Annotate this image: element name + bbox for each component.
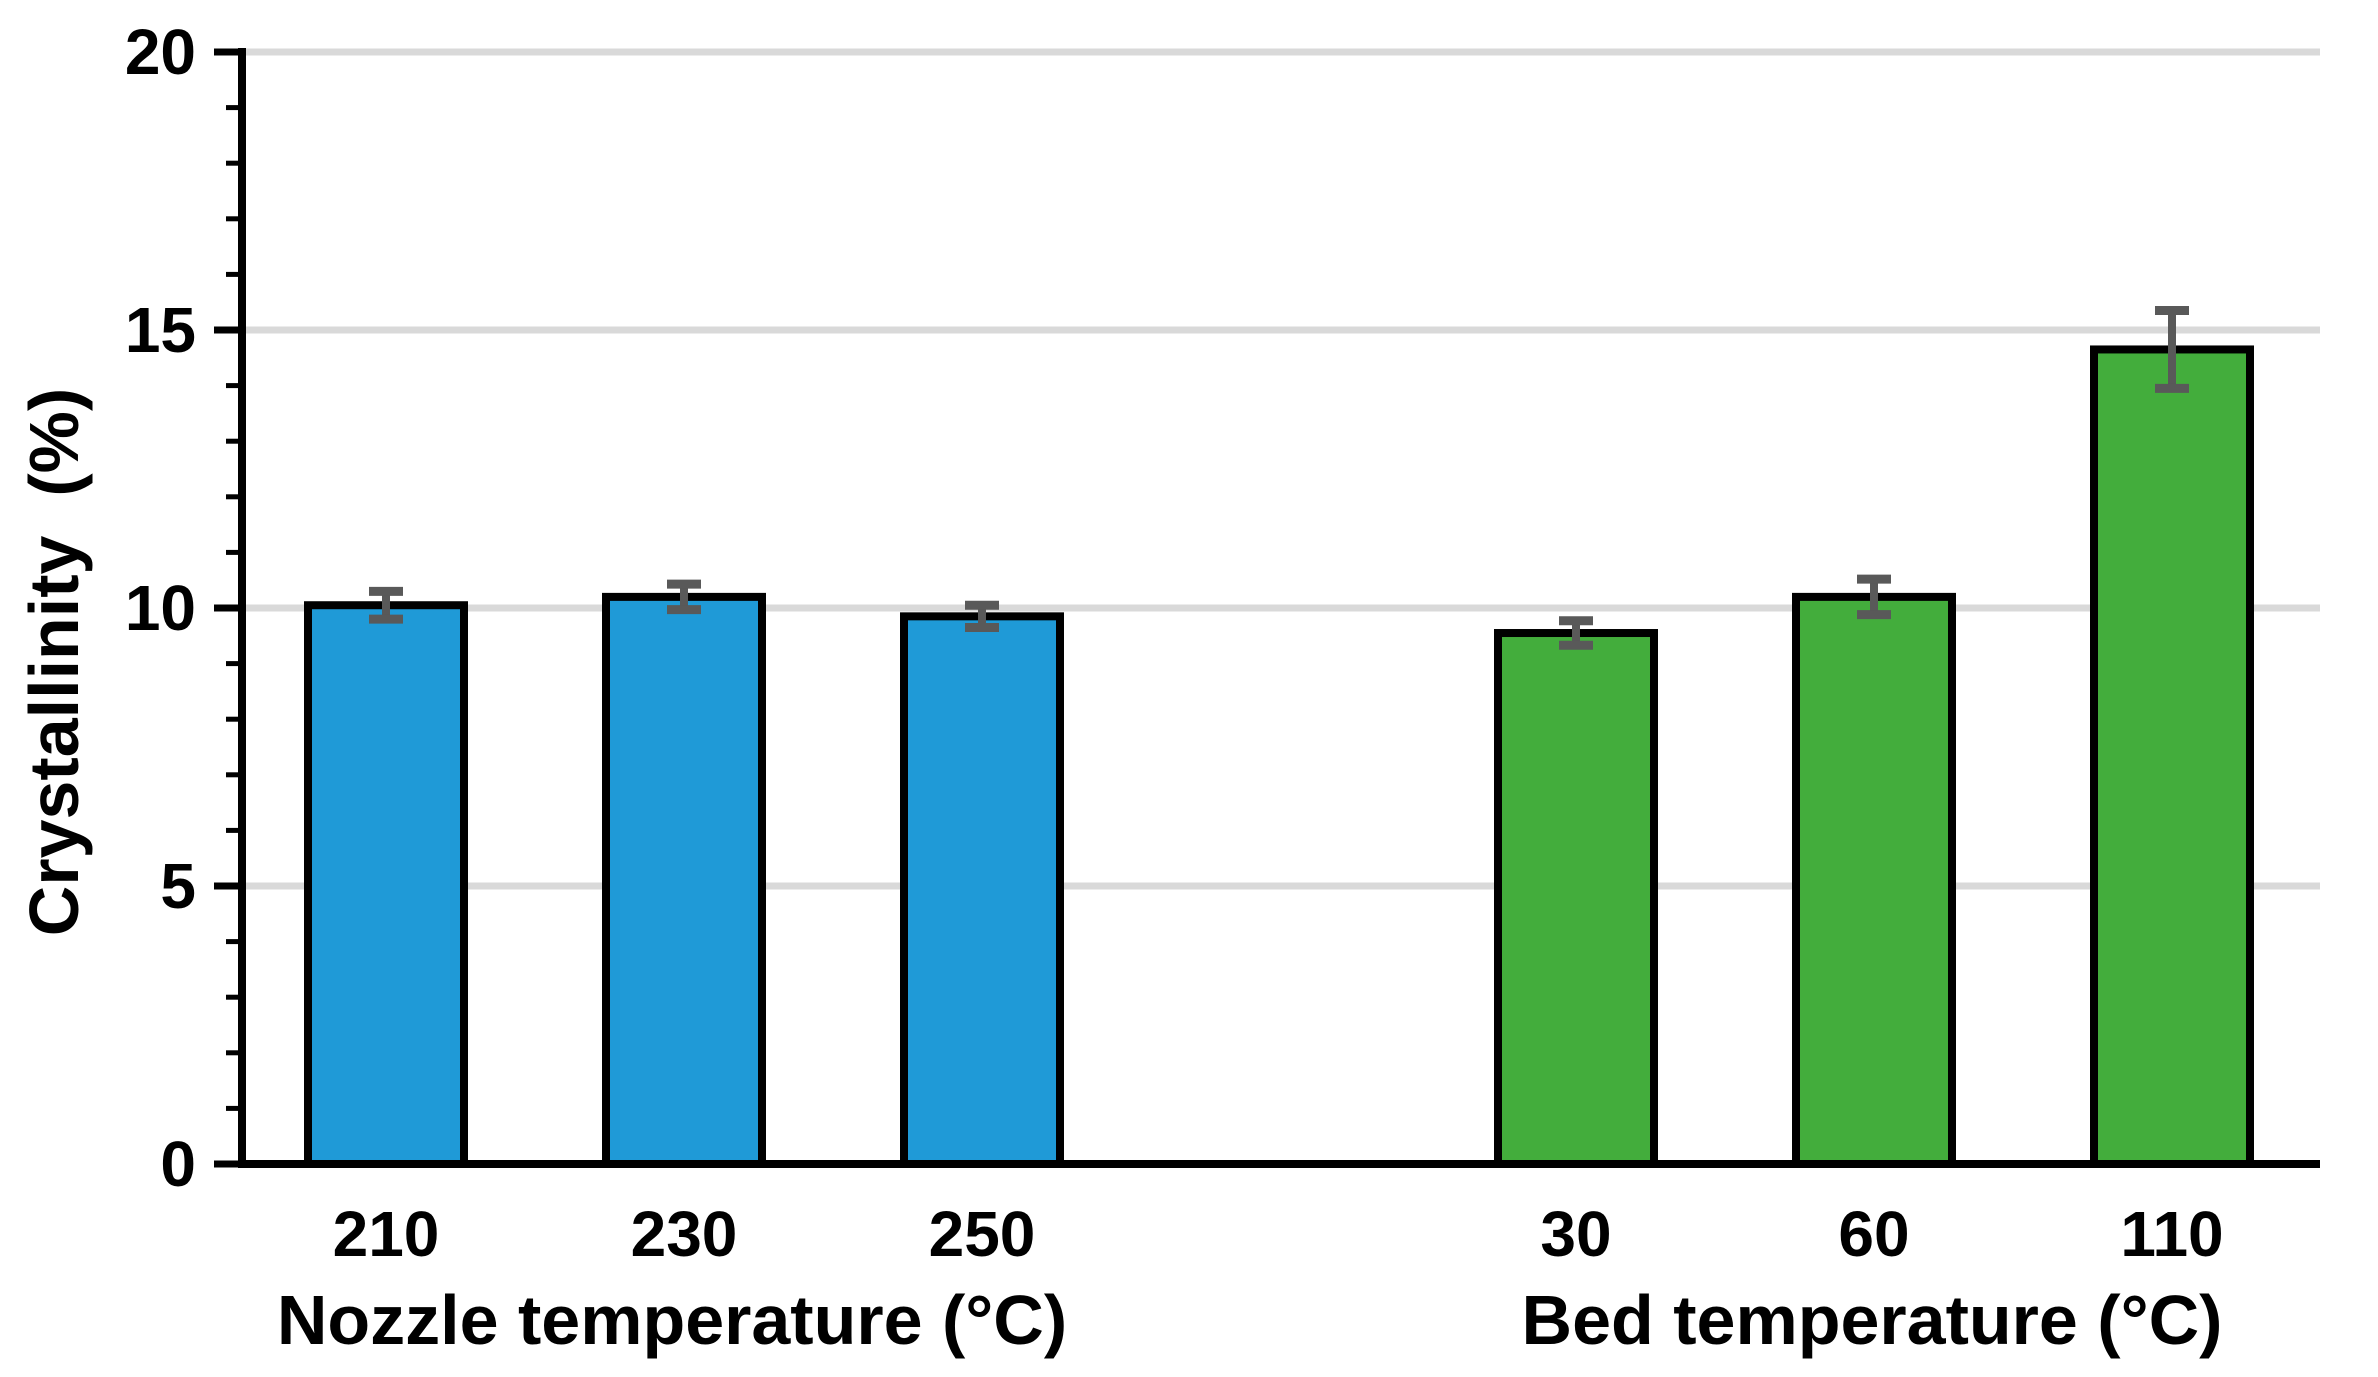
y-tick-label-20: 20: [125, 16, 196, 88]
bar-250: [900, 612, 1064, 1168]
y-axis-title: Crystallinity (%): [15, 388, 93, 936]
x-tick-label-230: 230: [631, 1198, 738, 1270]
bar-30: [1494, 629, 1658, 1168]
bar-210: [304, 601, 468, 1168]
x-tick-label-250: 250: [929, 1198, 1036, 1270]
axes-layer: [214, 48, 2320, 1168]
x-axis-title-bed-temperature: Bed temperature (°C): [1522, 1281, 2223, 1359]
bar-110: [2090, 345, 2254, 1168]
y-tick-label-0: 0: [160, 1128, 196, 1200]
x-axis-title-nozzle-temperature: Nozzle temperature (°C): [277, 1281, 1067, 1359]
bars-layer: [304, 306, 2254, 1168]
gridlines-layer: [242, 48, 2320, 890]
x-tick-label-60: 60: [1838, 1198, 1909, 1270]
y-tick-label-10: 10: [125, 572, 196, 644]
y-tick-label-15: 15: [125, 294, 196, 366]
y-tick-label-5: 5: [160, 850, 196, 922]
tick-labels-layer: 210 230 250 30 60 110 0 5 10 15 20: [125, 16, 2224, 1270]
x-tick-label-30: 30: [1540, 1198, 1611, 1270]
x-tick-label-110: 110: [2120, 1198, 2223, 1270]
x-tick-label-210: 210: [333, 1198, 440, 1270]
bar-230: [602, 592, 766, 1168]
bar-60: [1792, 592, 1956, 1168]
